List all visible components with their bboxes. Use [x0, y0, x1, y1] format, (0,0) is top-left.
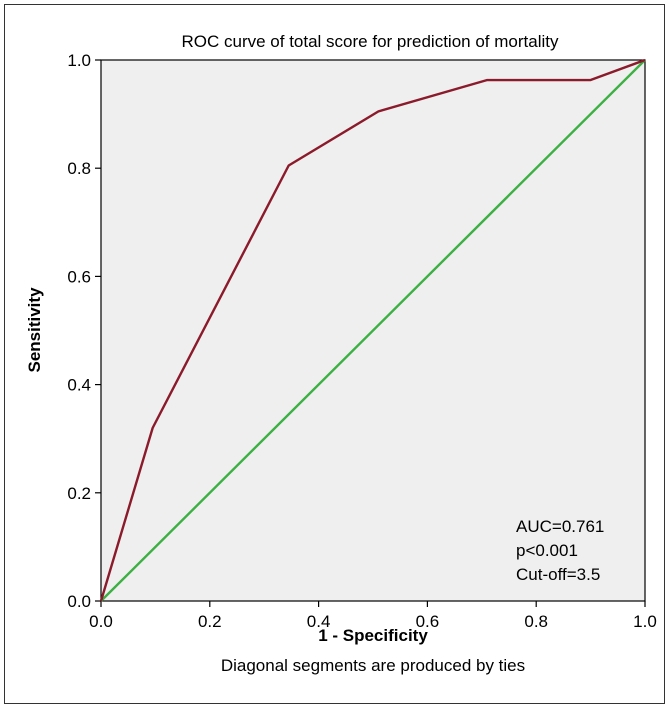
x-tick-label: 0.6	[416, 612, 440, 631]
x-tick-label: 0.8	[524, 612, 548, 631]
footnote: Diagonal segments are produced by ties	[221, 656, 525, 675]
y-tick-label: 0.4	[67, 376, 91, 395]
x-axis-label: 1 - Specificity	[318, 626, 428, 645]
x-tick-label: 1.0	[633, 612, 657, 631]
y-tick-label: 0.0	[67, 592, 91, 611]
y-tick-label: 0.8	[67, 159, 91, 178]
y-axis-label: Sensitivity	[25, 287, 44, 373]
reference-diagonal-line	[100, 59, 646, 602]
x-tick-label: 0.0	[89, 612, 113, 631]
x-tick-label: 0.4	[307, 612, 331, 631]
x-axis: 0.0 0.2 0.4 0.6 0.8 1.0	[89, 601, 657, 631]
annotation-group: AUC=0.761 p<0.001 Cut-off=3.5	[516, 517, 604, 584]
chart-title: ROC curve of total score for prediction …	[182, 32, 559, 51]
y-tick-label: 1.0	[67, 51, 91, 70]
x-tick-label: 0.2	[198, 612, 222, 631]
y-tick-label: 0.2	[67, 484, 91, 503]
roc-curve-line	[99, 58, 646, 602]
annotation-text: AUC=0.761	[516, 517, 604, 536]
annotation-text: Cut-off=3.5	[516, 565, 600, 584]
y-axis: 0.0 0.2 0.4 0.6 0.8 1.0	[67, 51, 101, 611]
y-tick-label: 0.6	[67, 267, 91, 286]
annotation-text: p<0.001	[516, 541, 578, 560]
series-layer	[99, 58, 646, 602]
